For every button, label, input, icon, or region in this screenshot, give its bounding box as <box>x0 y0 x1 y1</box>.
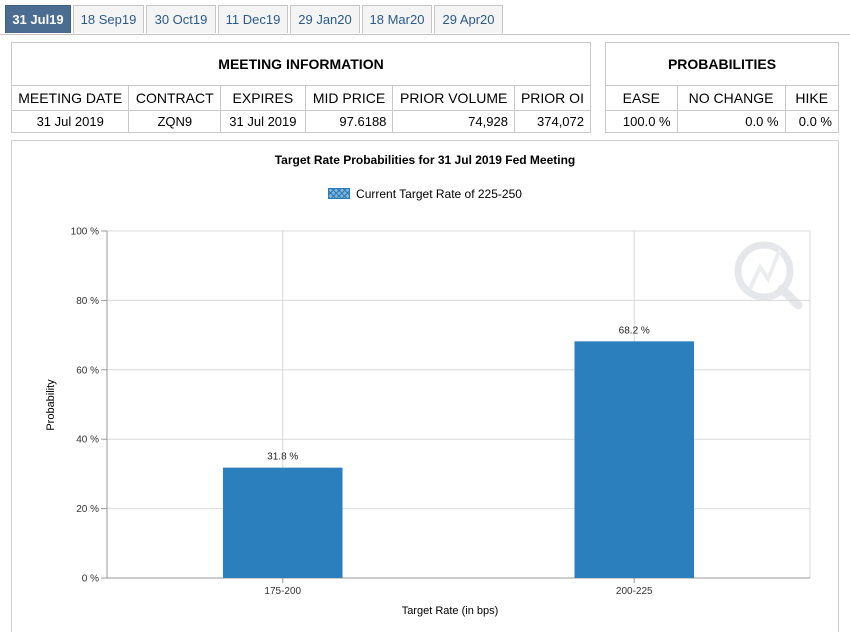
col-header-no-change: NO CHANGE <box>676 85 786 111</box>
no-change-value: 0.0 % <box>676 110 786 133</box>
y-tick-label: 0 % <box>82 574 99 585</box>
hike-value: 0.0 % <box>784 110 840 133</box>
tab-18-mar20[interactable]: 18 Mar20 <box>362 5 432 33</box>
col-header-ease: EASE <box>605 85 678 111</box>
y-axis-label: Probability <box>45 379 57 431</box>
tab-29-apr20[interactable]: 29 Apr20 <box>434 5 503 33</box>
tab-divider <box>0 34 850 35</box>
bar-chart: 0 % 20 % 40 % 60 % 80 % 100 % 31.8 % 175-200 68.… <box>45 227 811 617</box>
tab-11-dec19[interactable]: 11 Dec19 <box>218 5 288 33</box>
meeting-date-value: 31 Jul 2019 <box>10 110 130 133</box>
y-tick-label: 100 % <box>71 227 99 238</box>
tab-29-jan20[interactable]: 29 Jan20 <box>290 5 360 33</box>
expires-value: 31 Jul 2019 <box>220 110 306 133</box>
legend-swatch <box>328 188 351 199</box>
prior-volume-value: 74,928 <box>392 110 515 133</box>
y-tick-label: 40 % <box>76 435 99 446</box>
x-axis-label: Target Rate (in bps) <box>402 605 499 617</box>
x-tick-label: 200-225 <box>616 586 653 597</box>
col-header-meeting-date: MEETING DATE <box>10 85 130 111</box>
col-header-prior-volume: PRIOR VOLUME <box>392 85 515 111</box>
contract-value: ZQN9 <box>128 110 222 133</box>
col-header-mid-price: MID PRICE <box>304 85 394 111</box>
cme-watermark-icon <box>734 241 803 310</box>
data-label: 68.2 % <box>619 325 650 336</box>
bar-200-225 <box>574 341 695 578</box>
mid-price-value: 97.6188 <box>304 110 394 133</box>
y-tick-label: 80 % <box>76 296 99 307</box>
x-tick-label: 175-200 <box>264 586 301 597</box>
y-tick-label: 60 % <box>76 365 99 376</box>
probabilities-title: PROBABILITIES <box>605 42 839 86</box>
chart-title: Target Rate Probabilities for 31 Jul 201… <box>274 153 576 167</box>
date-tab-bar: 31 Jul19 18 Sep19 30 Oct19 11 Dec19 29 J… <box>0 0 850 36</box>
meeting-info-title: MEETING INFORMATION <box>11 42 591 86</box>
tab-30-oct19[interactable]: 30 Oct19 <box>146 5 216 33</box>
meeting-info-table: MEETING INFORMATION MEETING DATE CONTRAC… <box>10 42 592 133</box>
col-header-hike: HIKE <box>784 85 840 111</box>
chart-legend[interactable]: Current Target Rate of 225-250 <box>12 187 838 201</box>
bar-175-200 <box>222 467 343 578</box>
legend-label: Current Target Rate of 225-250 <box>356 187 522 201</box>
col-header-prior-oi: PRIOR OI <box>513 85 592 111</box>
prior-oi-value: 374,072 <box>513 110 592 133</box>
tab-31-jul19[interactable]: 31 Jul19 <box>5 5 71 33</box>
tab-18-sep19[interactable]: 18 Sep19 <box>73 5 144 33</box>
probabilities-table: PROBABILITIES EASE NO CHANGE HIKE 100.0 … <box>605 42 840 133</box>
data-label: 31.8 % <box>267 452 298 463</box>
col-header-contract: CONTRACT <box>128 85 222 111</box>
y-tick-label: 20 % <box>76 504 99 515</box>
chart-panel: Target Rate Probabilities for 31 Jul 201… <box>11 140 839 632</box>
ease-value: 100.0 % <box>605 110 678 133</box>
col-header-expires: EXPIRES <box>220 85 306 111</box>
